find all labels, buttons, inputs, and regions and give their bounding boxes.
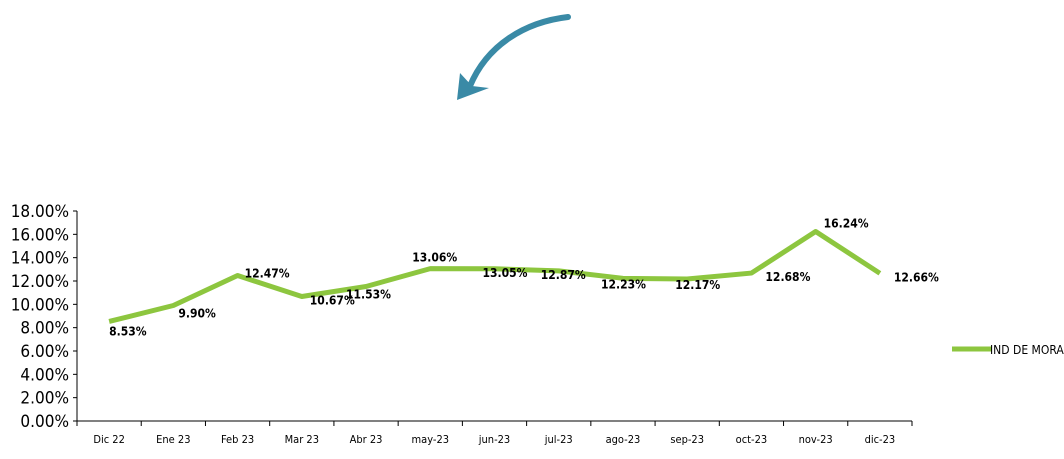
x-tick-label: jun-23 (478, 433, 510, 446)
y-tick-label: 18.00% (11, 202, 69, 222)
data-label: 12.23% (601, 277, 646, 291)
y-tick-label: 16.00% (11, 225, 69, 245)
x-tick-label: Mar 23 (285, 433, 319, 446)
legend-label: IND DE MORA (990, 343, 1064, 357)
arrow-shaft (467, 14, 571, 89)
data-label: 13.05% (483, 266, 528, 280)
data-label: 8.53% (109, 324, 147, 338)
data-label: 12.68% (765, 270, 810, 284)
x-tick-label: jul-23 (544, 433, 573, 446)
y-tick-label: 4.00% (20, 365, 69, 385)
x-tick-label: Dic 22 (93, 433, 125, 446)
x-tick-label: Ene 23 (156, 433, 190, 446)
x-tick-label: nov-23 (799, 433, 833, 446)
arrow-head (457, 73, 489, 100)
data-label: 16.24% (824, 217, 869, 231)
x-tick-label: ago-23 (606, 433, 641, 446)
data-label: 13.06% (412, 251, 457, 265)
data-label: 12.66% (894, 270, 939, 284)
x-tick-label: sep-23 (670, 433, 704, 446)
y-tick-label: 0.00% (20, 412, 69, 432)
legend: IND DE MORA (952, 343, 1064, 357)
data-label: 10.67% (310, 294, 355, 308)
series-line-ind-de-mora (108, 229, 882, 324)
x-tick-label: dic-23 (865, 433, 896, 446)
axes (76, 211, 912, 422)
data-label: 12.87% (541, 268, 586, 282)
data-label: 11.53% (346, 287, 391, 301)
x-tick-label: Abr 23 (350, 433, 383, 446)
y-tick-label: 2.00% (20, 389, 69, 409)
curved-arrow-icon (457, 14, 571, 100)
y-tick-label: 12.00% (11, 272, 69, 292)
data-label: 12.47% (245, 267, 290, 281)
y-tick-label: 6.00% (20, 342, 69, 362)
x-axis-ticks: Dic 22 Ene 23 Feb 23 Mar 23 Abr 23 may-23 jun-… (76, 421, 913, 446)
x-tick-label: oct-23 (736, 433, 768, 446)
data-label: 9.90% (178, 307, 216, 321)
data-labels: 8.53% 9.90% 12.47% 10.67%11.53% 13.06% 13.05%… (109, 217, 939, 339)
x-tick-label: Feb 23 (221, 433, 254, 446)
data-label: 12.17% (675, 278, 720, 292)
y-tick-label: 10.00% (11, 295, 69, 315)
x-tick-label: may-23 (412, 433, 450, 446)
series-lines (108, 229, 882, 324)
y-tick-label: 14.00% (11, 249, 69, 269)
y-tick-label: 8.00% (20, 319, 69, 339)
y-axis-ticks: 0.00% 2.00% 4.00% 6.00% 8.00% 10.00% 12.00% 14.… (11, 202, 77, 432)
